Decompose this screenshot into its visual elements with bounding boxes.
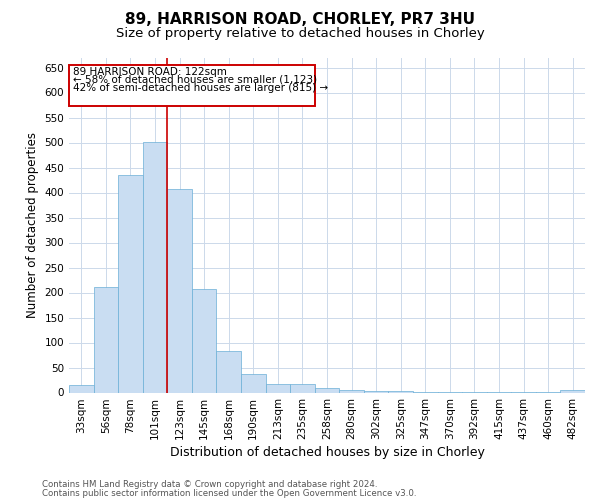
Bar — [167, 188, 192, 392]
Text: 42% of semi-detached houses are larger (815) →: 42% of semi-detached houses are larger (… — [73, 83, 328, 93]
Bar — [315, 388, 339, 392]
Bar — [217, 350, 241, 393]
Text: Contains public sector information licensed under the Open Government Licence v3: Contains public sector information licen… — [42, 488, 416, 498]
Bar — [69, 385, 94, 392]
X-axis label: Distribution of detached houses by size in Chorley: Distribution of detached houses by size … — [170, 446, 484, 460]
Y-axis label: Number of detached properties: Number of detached properties — [26, 132, 39, 318]
Text: Size of property relative to detached houses in Chorley: Size of property relative to detached ho… — [116, 28, 484, 40]
Bar — [69, 65, 315, 106]
Bar — [560, 390, 585, 392]
Bar — [192, 289, 217, 393]
Text: Contains HM Land Registry data © Crown copyright and database right 2024.: Contains HM Land Registry data © Crown c… — [42, 480, 377, 489]
Text: 89 HARRISON ROAD: 122sqm: 89 HARRISON ROAD: 122sqm — [73, 67, 227, 77]
Bar — [241, 374, 266, 392]
Bar — [266, 384, 290, 392]
Text: 89, HARRISON ROAD, CHORLEY, PR7 3HU: 89, HARRISON ROAD, CHORLEY, PR7 3HU — [125, 12, 475, 28]
Bar — [388, 390, 413, 392]
Bar — [290, 384, 315, 392]
Bar — [94, 286, 118, 393]
Bar — [339, 390, 364, 392]
Bar — [364, 390, 388, 392]
Text: ← 58% of detached houses are smaller (1,123): ← 58% of detached houses are smaller (1,… — [73, 75, 317, 85]
Bar — [118, 175, 143, 392]
Bar — [143, 142, 167, 392]
